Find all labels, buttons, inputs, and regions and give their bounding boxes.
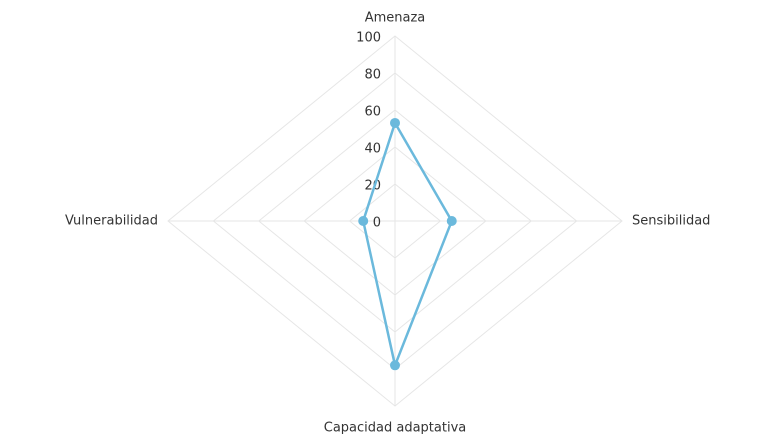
y-tick-label: 100 xyxy=(356,31,381,46)
axis-label: Amenaza xyxy=(365,11,426,26)
y-tick-label: 60 xyxy=(364,105,381,120)
series-line xyxy=(361,119,454,370)
y-tick-label: 0 xyxy=(373,216,381,231)
axis-label: Vulnerabilidad xyxy=(65,214,158,229)
y-tick-label: 40 xyxy=(364,142,381,157)
data-point xyxy=(358,216,369,226)
axis-label: Capacidad adaptativa xyxy=(324,421,467,434)
axis-label: Sensibilidad xyxy=(632,214,710,229)
data-point xyxy=(446,216,457,226)
y-tick-label: 80 xyxy=(364,68,381,83)
data-point xyxy=(390,117,400,128)
data-point xyxy=(390,360,400,371)
